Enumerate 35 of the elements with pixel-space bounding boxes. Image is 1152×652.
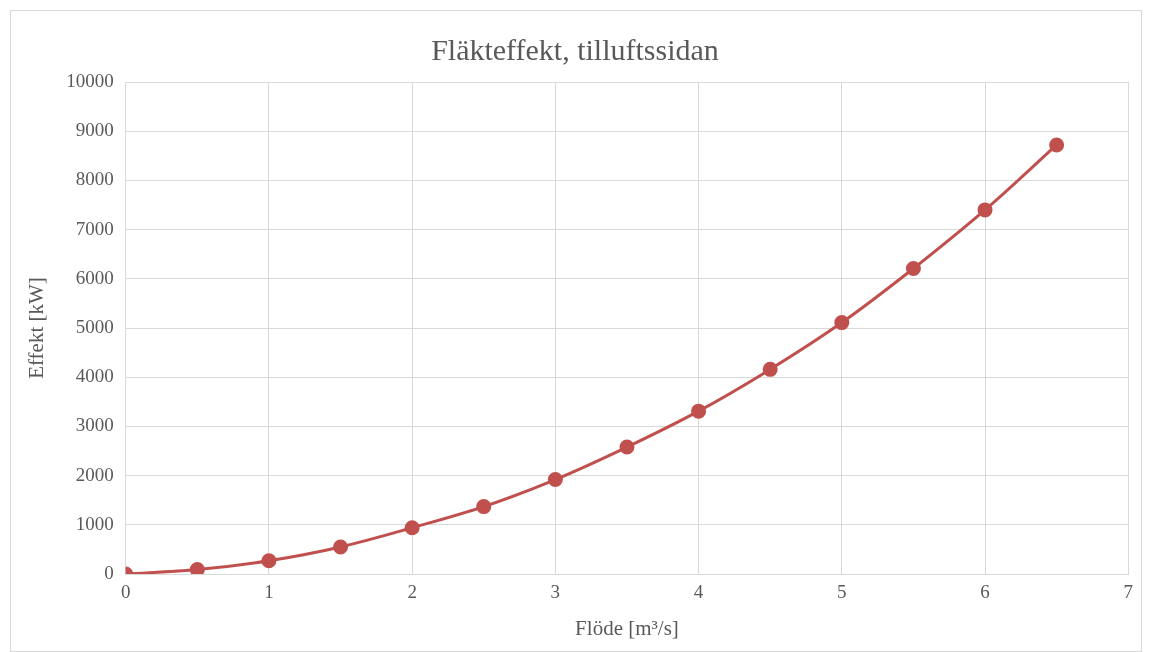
- y-tick-label: 10000: [66, 69, 114, 91]
- point: [691, 403, 707, 419]
- x-tick-label: 6: [980, 581, 990, 603]
- point: [333, 539, 349, 555]
- x-tick-label: 4: [693, 581, 704, 603]
- y-tick-label: 9000: [75, 119, 114, 141]
- y-tick-label: 6000: [75, 266, 114, 288]
- x-tick-label: 2: [407, 581, 417, 603]
- point: [905, 260, 921, 276]
- point: [476, 499, 492, 515]
- point: [189, 562, 205, 574]
- point: [619, 439, 635, 455]
- y-tick-label: 8000: [75, 168, 114, 190]
- y-tick-label: 4000: [75, 365, 114, 387]
- point: [404, 520, 420, 536]
- chart-title: Fläkteffekt, tilluftssidan: [431, 32, 719, 66]
- x-tick-label: 5: [837, 581, 847, 603]
- x-tick-label: 7: [1123, 581, 1133, 603]
- point: [261, 553, 277, 569]
- point: [1049, 137, 1065, 153]
- x-axis-title: Flöde [m³/s]: [575, 615, 679, 640]
- y-tick-label: 0: [104, 561, 114, 583]
- x-tick-label: 0: [120, 581, 131, 603]
- y-tick-label: 1000: [75, 512, 114, 534]
- y-tick-label: 5000: [75, 315, 114, 337]
- point: [762, 361, 778, 377]
- x-tick-label: 3: [550, 581, 561, 603]
- point: [834, 315, 850, 331]
- y-tick-label: 2000: [75, 463, 114, 485]
- y-tick-label: 7000: [75, 217, 114, 239]
- point: [977, 202, 993, 218]
- y-tick-label: 3000: [75, 414, 114, 436]
- x-tick-label: 1: [264, 581, 274, 603]
- point: [547, 472, 563, 488]
- y-axis-title: Effekt [kW]: [24, 277, 49, 379]
